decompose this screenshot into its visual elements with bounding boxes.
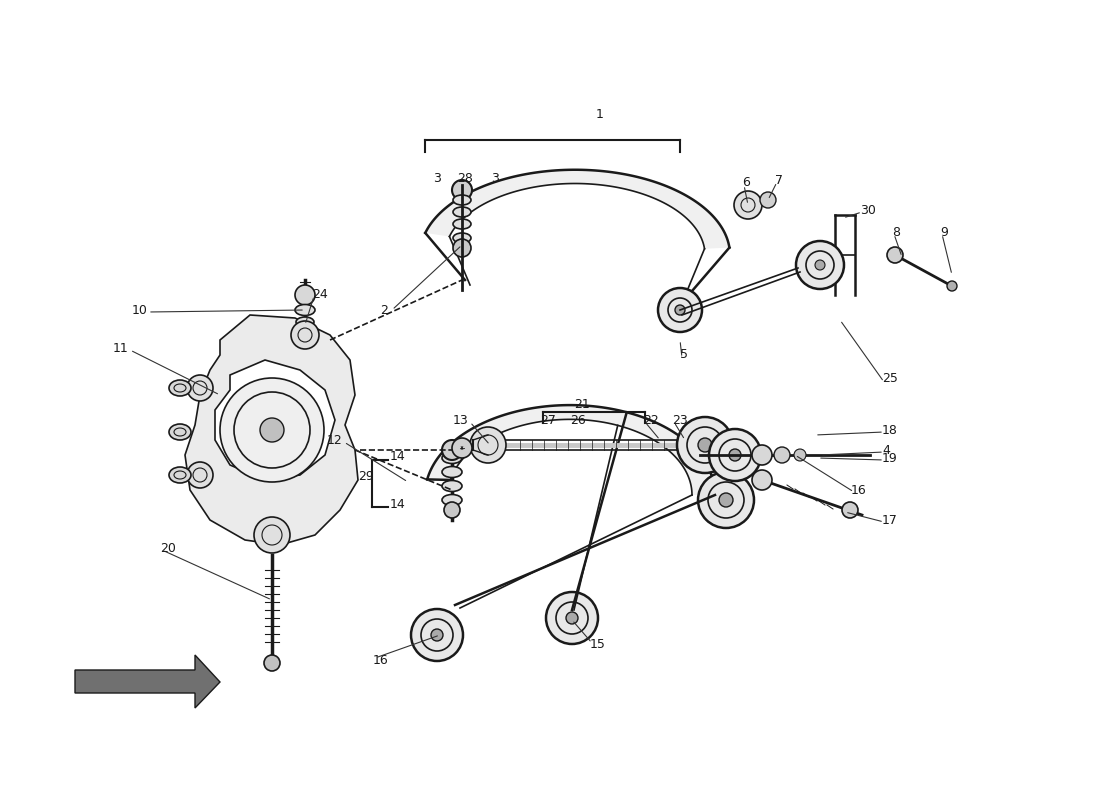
Polygon shape (214, 360, 336, 480)
Circle shape (452, 180, 472, 200)
Circle shape (796, 241, 844, 289)
Circle shape (295, 285, 315, 305)
Circle shape (815, 260, 825, 270)
Circle shape (752, 445, 772, 465)
Circle shape (710, 429, 761, 481)
Text: 19: 19 (882, 451, 898, 465)
Text: 12: 12 (327, 434, 342, 446)
Text: 15: 15 (590, 638, 606, 651)
Text: 13: 13 (452, 414, 468, 426)
Text: 1: 1 (596, 109, 604, 122)
Circle shape (675, 305, 685, 315)
Circle shape (887, 247, 903, 263)
Text: 14: 14 (390, 450, 406, 463)
Text: 4: 4 (882, 443, 890, 457)
Ellipse shape (442, 466, 462, 478)
Polygon shape (426, 170, 729, 249)
Ellipse shape (169, 424, 191, 440)
Ellipse shape (453, 233, 471, 243)
Circle shape (470, 427, 506, 463)
Text: 8: 8 (892, 226, 900, 238)
Text: 14: 14 (390, 498, 406, 511)
Text: 18: 18 (882, 423, 898, 437)
Text: 24: 24 (312, 289, 328, 302)
Text: 11: 11 (112, 342, 128, 354)
Circle shape (774, 447, 790, 463)
Ellipse shape (169, 467, 191, 483)
Circle shape (947, 281, 957, 291)
Circle shape (453, 239, 471, 257)
Circle shape (452, 438, 472, 458)
Circle shape (760, 192, 775, 208)
Circle shape (658, 288, 702, 332)
Polygon shape (427, 405, 715, 495)
Ellipse shape (442, 481, 462, 491)
Circle shape (254, 517, 290, 553)
Circle shape (698, 438, 712, 452)
Circle shape (442, 440, 462, 460)
Text: 2: 2 (381, 303, 388, 317)
Ellipse shape (453, 207, 471, 217)
Text: 9: 9 (940, 226, 948, 238)
Circle shape (292, 321, 319, 349)
Ellipse shape (295, 305, 315, 315)
Circle shape (187, 375, 213, 401)
Ellipse shape (442, 494, 462, 506)
Polygon shape (185, 315, 358, 545)
Circle shape (187, 462, 213, 488)
Circle shape (719, 493, 733, 507)
Text: 16: 16 (373, 654, 388, 666)
Circle shape (444, 502, 460, 518)
Circle shape (260, 418, 284, 442)
Circle shape (698, 472, 754, 528)
Circle shape (264, 655, 280, 671)
Text: 23: 23 (672, 414, 688, 426)
Text: 6: 6 (742, 177, 750, 190)
Text: 22: 22 (644, 414, 659, 426)
Circle shape (297, 327, 313, 343)
Text: 10: 10 (132, 303, 148, 317)
Circle shape (220, 378, 324, 482)
Text: 26: 26 (570, 414, 586, 426)
Circle shape (676, 417, 733, 473)
Circle shape (842, 502, 858, 518)
Ellipse shape (296, 317, 314, 327)
Circle shape (566, 612, 578, 624)
Circle shape (411, 609, 463, 661)
Polygon shape (75, 655, 220, 708)
Text: 17: 17 (882, 514, 898, 526)
Text: 3: 3 (433, 171, 441, 185)
Circle shape (729, 449, 741, 461)
Text: 25: 25 (882, 371, 898, 385)
Circle shape (794, 449, 806, 461)
Ellipse shape (453, 219, 471, 229)
Ellipse shape (169, 380, 191, 396)
Text: 16: 16 (851, 483, 867, 497)
Circle shape (734, 191, 762, 219)
Circle shape (752, 470, 772, 490)
Text: 29: 29 (358, 470, 374, 482)
Circle shape (431, 629, 443, 641)
Text: 7: 7 (776, 174, 783, 186)
Ellipse shape (442, 453, 462, 463)
Text: 30: 30 (860, 203, 876, 217)
Ellipse shape (453, 195, 471, 205)
Text: 21: 21 (574, 398, 590, 410)
Text: 20: 20 (160, 542, 176, 554)
Text: 5: 5 (680, 349, 688, 362)
Text: 27: 27 (540, 414, 556, 426)
Circle shape (546, 592, 598, 644)
Text: 3: 3 (491, 171, 499, 185)
Text: 28: 28 (458, 171, 473, 185)
